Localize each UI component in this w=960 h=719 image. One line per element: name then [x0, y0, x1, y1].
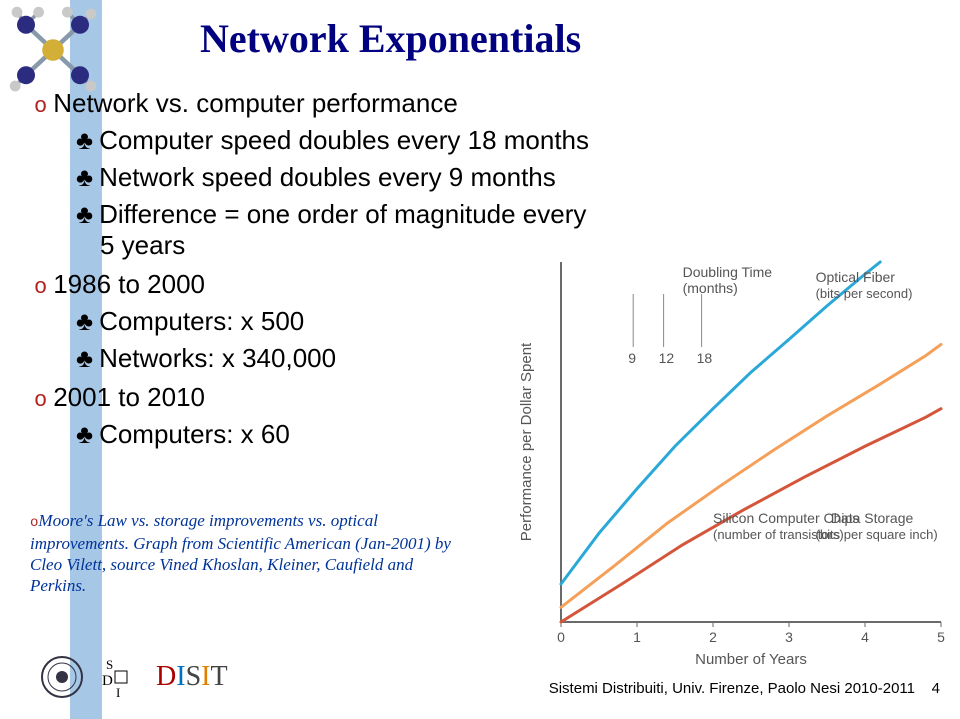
svg-text:(bits per second): (bits per second)	[816, 286, 913, 301]
bullet-text: Difference = one order of magnitude ever…	[99, 199, 586, 260]
svg-text:(months): (months)	[683, 280, 738, 296]
bullet-lvl1: oNetwork vs. computer performance	[20, 88, 600, 119]
svg-text:12: 12	[659, 350, 675, 366]
svg-text:Data Storage: Data Storage	[831, 510, 914, 526]
bullet-lvl2: ♣Computers: x 500	[20, 306, 600, 337]
svg-text:3: 3	[785, 629, 793, 645]
chart-caption: oMoore's Law vs. storage improvements vs…	[30, 510, 460, 596]
svg-text:I: I	[116, 685, 120, 699]
svg-text:5: 5	[937, 629, 945, 645]
caption-text: Moore's Law vs. storage improvements vs.…	[30, 511, 451, 595]
svg-text:2: 2	[709, 629, 717, 645]
svg-text:18: 18	[697, 350, 713, 366]
bullet-text: Network speed doubles every 9 months	[99, 162, 556, 192]
disit-logo: DISIT	[156, 661, 228, 693]
svg-text:(bits per square inch): (bits per square inch)	[816, 527, 938, 542]
bullet-lvl2: ♣Computers: x 60	[20, 419, 600, 450]
footer-left: S D I DISIT	[40, 655, 228, 699]
bullet-text: Computers: x 500	[99, 306, 304, 336]
bullet-text: Computers: x 60	[99, 419, 290, 449]
seal-icon	[40, 655, 84, 699]
svg-text:Doubling Time: Doubling Time	[683, 264, 773, 280]
slide-title: Network Exponentials	[200, 15, 581, 62]
bullet-text: Network vs. computer performance	[53, 88, 458, 118]
page-number: 4	[932, 680, 940, 697]
bullet-text: Computer speed doubles every 18 months	[99, 125, 589, 155]
svg-text:4: 4	[861, 629, 869, 645]
footer-text: Sistemi Distribuiti, Univ. Firenze, Paol…	[549, 680, 915, 697]
svg-text:D: D	[102, 673, 113, 689]
svg-text:1: 1	[633, 629, 641, 645]
bullet-lvl1: o2001 to 2010	[20, 382, 600, 413]
bullet-list: oNetwork vs. computer performance ♣Compu…	[20, 80, 600, 450]
bullet-lvl2: ♣Networks: x 340,000	[20, 343, 600, 374]
svg-text:S: S	[106, 657, 113, 672]
bullet-text: 1986 to 2000	[53, 269, 205, 299]
footer-right: Sistemi Distribuiti, Univ. Firenze, Paol…	[549, 680, 940, 697]
bullet-lvl2: ♣Computer speed doubles every 18 months	[20, 125, 600, 156]
bullet-lvl1: o1986 to 2000	[20, 269, 600, 300]
svg-text:Optical Fiber: Optical Fiber	[816, 269, 896, 285]
bullet-lvl2: ♣Network speed doubles every 9 months	[20, 162, 600, 193]
dsi-icon: S D I	[102, 655, 138, 699]
bullet-lvl2: ♣Difference = one order of magnitude eve…	[20, 199, 600, 261]
svg-text:Number of Years: Number of Years	[695, 651, 807, 668]
svg-text:0: 0	[557, 629, 565, 645]
bullet-text: 2001 to 2010	[53, 382, 205, 412]
bullet-text: Networks: x 340,000	[99, 343, 336, 373]
svg-text:9: 9	[628, 350, 636, 366]
